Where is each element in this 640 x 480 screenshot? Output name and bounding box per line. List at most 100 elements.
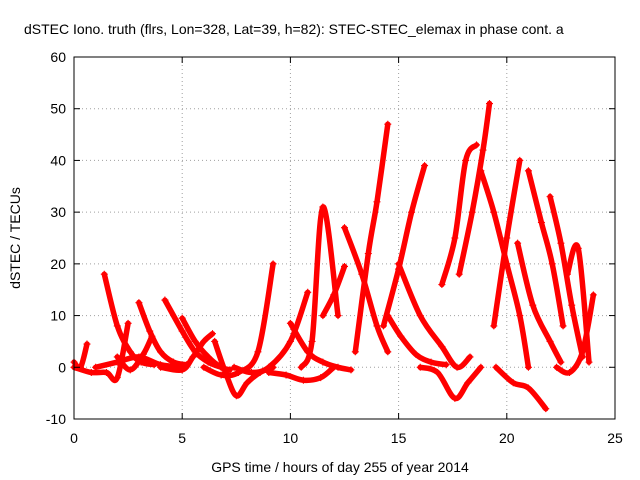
data-point [589,291,597,299]
data-point [585,358,593,366]
data-point [334,312,342,320]
data-point [135,299,143,307]
data-point [304,288,312,296]
x-tick-label: 5 [178,430,186,446]
data-point [397,332,405,340]
series-pass-26 [490,156,524,330]
data-point [384,348,392,356]
data-point [559,322,567,330]
data-point [126,348,134,356]
data-point [282,371,290,379]
data-point [546,193,554,201]
data-point [568,301,576,309]
data-point [509,379,517,387]
series-pass-22 [416,363,485,402]
data-point [211,337,219,345]
data-point [334,363,342,371]
data-point [384,312,392,320]
data-point [243,379,251,387]
series-pass-02 [100,270,158,369]
data-point [492,363,500,371]
data-point [524,384,532,392]
data-point [553,363,561,371]
data-point [317,374,325,382]
data-point [395,260,403,268]
data-point [92,363,100,371]
data-point [563,270,571,278]
data-point [157,363,165,371]
series-line [341,224,391,355]
data-point [542,405,550,413]
data-point [161,296,169,304]
series-line [380,162,428,329]
data-point [503,234,511,242]
data-point [451,234,459,242]
data-point [157,348,165,356]
data-point [464,379,472,387]
series-pass-03 [70,319,132,384]
data-point [189,353,197,361]
y-tick-label: 40 [50,152,66,168]
y-tick-label: 30 [50,204,66,220]
series-line [417,364,484,402]
y-tick-label: 10 [50,308,66,324]
data-point [477,363,485,371]
data-point [113,322,121,330]
series-line [439,142,480,288]
series-pass-08 [157,330,216,374]
data-point [304,348,312,356]
series-line [287,320,354,373]
data-point [230,363,238,371]
series-pass-17 [341,224,392,356]
data-point [265,368,273,376]
data-point [341,262,348,270]
data-point [124,319,132,327]
data-point [468,208,476,216]
data-point [126,366,134,374]
data-point [373,198,381,206]
data-point [490,322,498,330]
data-point [170,358,178,366]
plot-frame [73,56,616,420]
series-pass-16 [319,262,348,320]
data-point [574,244,582,252]
data-point [566,368,574,376]
y-tick-label: 50 [50,101,66,117]
series-line [493,364,549,412]
data-point [548,260,556,268]
data-point [416,363,424,371]
series-pass-11 [200,260,277,379]
data-point [286,319,294,327]
data-point [529,301,537,309]
data-point [524,363,532,371]
data-point [473,141,481,149]
data-point [146,327,154,335]
series-line [514,240,564,365]
y-tick-label: 60 [50,49,66,65]
series-line [298,204,341,371]
series-line [456,100,493,277]
data-point [269,260,277,268]
series-pass-29 [524,167,567,330]
data-point [226,366,234,374]
data-point [330,291,338,299]
data-point [477,167,485,175]
data-point [299,376,307,384]
data-point [100,270,108,278]
data-point [319,203,327,211]
data-point [83,340,91,348]
data-point [427,358,435,366]
series-pass-31 [553,291,597,376]
data-point [442,361,450,369]
data-point [113,374,121,382]
data-point [579,348,587,356]
series-pass-25 [477,167,532,371]
series-pass-21 [395,260,474,371]
x-tick-label: 10 [283,430,299,446]
data-point [102,368,110,376]
data-point [524,167,532,175]
data-point [217,371,225,379]
data-point [421,162,429,170]
y-axis-label: dSTEC / TECUs [7,187,23,289]
data-point [434,368,442,376]
